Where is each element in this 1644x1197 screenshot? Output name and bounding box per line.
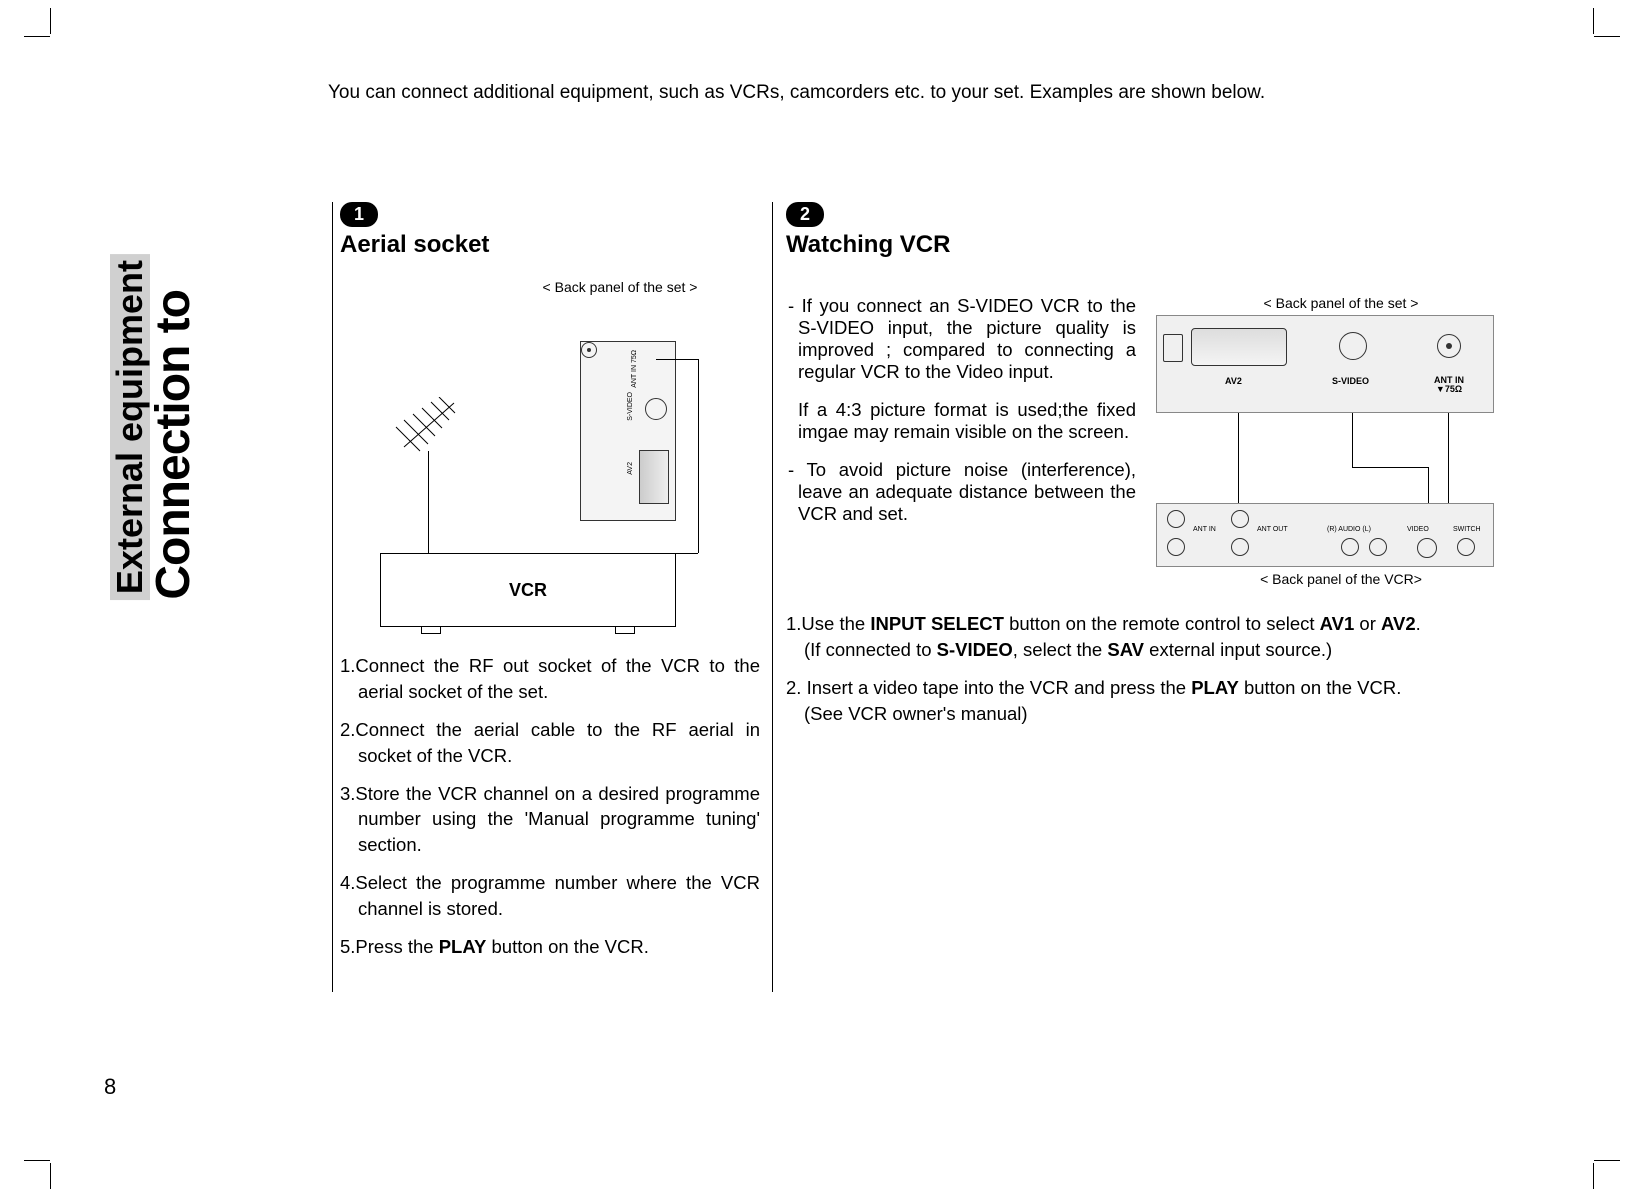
back-panel-set: AV2 S-VIDEO ANT IN ▼75Ω bbox=[1156, 315, 1494, 413]
port-label: ANT OUT bbox=[1257, 526, 1288, 533]
wire bbox=[1352, 413, 1353, 467]
svideo-port-icon bbox=[1417, 538, 1437, 558]
ant-port-icon bbox=[1457, 538, 1475, 556]
crop-mark bbox=[50, 8, 51, 34]
scart-port-icon bbox=[1191, 328, 1287, 366]
port-label: SWITCH bbox=[1453, 526, 1481, 533]
vcr-foot bbox=[421, 626, 441, 634]
instruction-item: 1.Use the INPUT SELECT button on the rem… bbox=[786, 611, 1526, 663]
port-label: ANT IN 75Ω bbox=[631, 350, 638, 388]
port-label: AV2 bbox=[1225, 376, 1242, 386]
ant-port-icon bbox=[581, 342, 597, 358]
instructions-list: 1.Use the INPUT SELECT button on the rem… bbox=[786, 611, 1526, 727]
wire bbox=[656, 359, 698, 360]
port-icon bbox=[1231, 510, 1249, 528]
vcr-box: VCR bbox=[380, 553, 676, 627]
svideo-port-icon bbox=[1339, 332, 1367, 360]
instruction-item: 2. Insert a video tape into the VCR and … bbox=[786, 675, 1526, 727]
instructions-list: 1.Connect the RF out socket of the VCR t… bbox=[340, 653, 760, 960]
crop-mark bbox=[1593, 8, 1594, 34]
instruction-item: 2.Connect the aerial cable to the RF aer… bbox=[340, 717, 760, 769]
back-panel-vcr: ANT IN ANT OUT (R) AUDIO (L) VIDEO SWITC… bbox=[1156, 503, 1494, 567]
section-aerial: 1 Aerial socket < Back panel of the set … bbox=[340, 202, 760, 972]
diagram-caption: < Back panel of the VCR> bbox=[1156, 571, 1526, 587]
crop-mark bbox=[50, 1163, 51, 1189]
crop-mark bbox=[1594, 36, 1620, 37]
wire bbox=[698, 359, 699, 553]
port-icon bbox=[1167, 510, 1185, 528]
diagram-caption: < Back panel of the set > bbox=[1156, 295, 1526, 311]
crop-mark bbox=[24, 36, 50, 37]
diagram-caption: < Back panel of the set > bbox=[480, 279, 760, 295]
instruction-item: 1.Connect the RF out socket of the VCR t… bbox=[340, 653, 760, 705]
wire bbox=[676, 553, 698, 554]
page-title-block: External equipment Connection to bbox=[92, 60, 212, 600]
column-divider bbox=[772, 202, 773, 992]
wire bbox=[428, 451, 429, 553]
page-title: Connection to bbox=[150, 290, 198, 600]
intro-text: You can connect additional equipment, su… bbox=[328, 82, 1265, 104]
port-icon bbox=[1167, 538, 1185, 556]
vcr-foot bbox=[615, 626, 635, 634]
port-icon bbox=[1341, 538, 1359, 556]
port-icon bbox=[1369, 538, 1387, 556]
note-item: If a 4:3 picture format is used;the fixe… bbox=[786, 399, 1136, 443]
page-number: 8 bbox=[104, 1074, 116, 1100]
port-label: ANT IN bbox=[1193, 526, 1216, 533]
scart-port-icon bbox=[639, 450, 669, 504]
ant-port-icon bbox=[1437, 334, 1461, 358]
instruction-item: 5.Press the PLAY button on the VCR. bbox=[340, 934, 760, 960]
port-label: S-VIDEO bbox=[627, 392, 634, 421]
crop-mark bbox=[24, 1160, 50, 1161]
diagram-aerial: ANT IN 75Ω S-VIDEO AV2 VCR bbox=[340, 313, 760, 633]
instruction-item: 3.Store the VCR channel on a desired pro… bbox=[340, 781, 760, 859]
wire bbox=[1352, 467, 1428, 468]
port-label: S-VIDEO bbox=[1332, 376, 1369, 386]
diagram-vcr-connect: < Back panel of the set > AV2 S-VIDEO AN… bbox=[1156, 295, 1526, 587]
vcr-label: VCR bbox=[509, 580, 547, 601]
column-divider bbox=[332, 202, 333, 992]
port-label: (R) AUDIO (L) bbox=[1327, 526, 1371, 533]
port-label: VIDEO bbox=[1407, 526, 1429, 533]
page-subtitle: External equipment bbox=[110, 254, 150, 600]
port-label: ANT IN ▼75Ω bbox=[1429, 376, 1469, 394]
crop-mark bbox=[1593, 1163, 1594, 1189]
port-label: AV2 bbox=[627, 462, 634, 475]
instruction-item: 4.Select the programme number where the … bbox=[340, 870, 760, 922]
section-title: Aerial socket bbox=[340, 231, 760, 259]
crop-mark bbox=[1594, 1160, 1620, 1161]
aerial-icon bbox=[394, 397, 464, 453]
step-badge-1: 1 bbox=[340, 202, 378, 227]
section-title: Watching VCR bbox=[786, 231, 1526, 259]
back-panel-set: ANT IN 75Ω S-VIDEO AV2 bbox=[580, 341, 676, 521]
step-badge-2: 2 bbox=[786, 202, 824, 227]
note-item: - To avoid picture noise (interference),… bbox=[786, 459, 1136, 525]
port-icon bbox=[1163, 334, 1183, 362]
notes-block: - If you connect an S-VIDEO VCR to the S… bbox=[786, 295, 1136, 587]
page: External equipment Connection to You can… bbox=[92, 60, 1552, 1100]
section-watching-vcr: 2 Watching VCR - If you connect an S-VID… bbox=[786, 202, 1526, 739]
note-item: - If you connect an S-VIDEO VCR to the S… bbox=[786, 295, 1136, 383]
port-icon bbox=[1231, 538, 1249, 556]
svideo-port-icon bbox=[645, 398, 667, 420]
